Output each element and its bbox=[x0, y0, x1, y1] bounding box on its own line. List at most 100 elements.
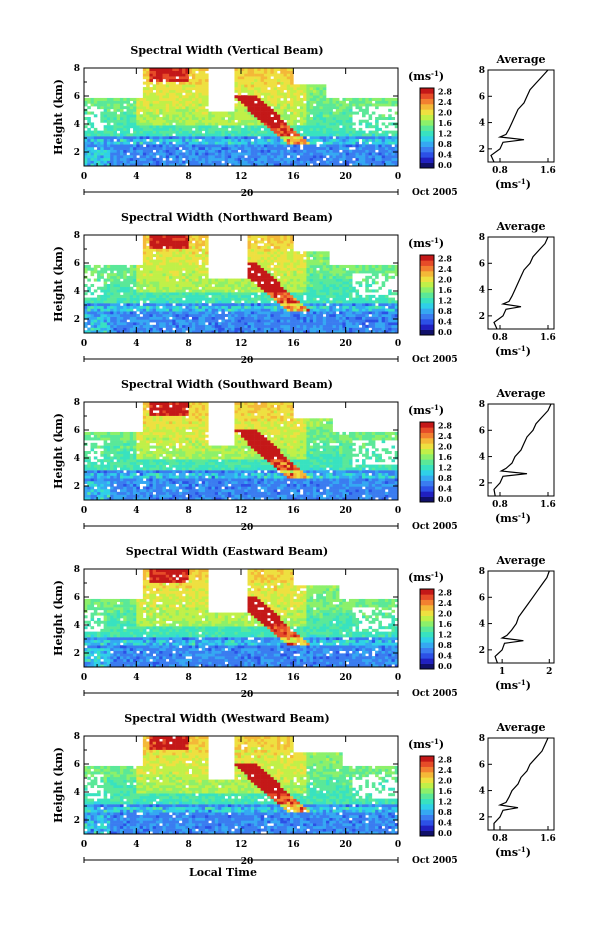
heatmap-cell bbox=[87, 146, 91, 150]
heatmap-cell bbox=[257, 286, 261, 290]
heatmap-cell bbox=[224, 300, 229, 304]
heatmap-cell bbox=[267, 322, 271, 326]
heatmap-cell bbox=[182, 262, 186, 266]
heatmap-cell bbox=[149, 270, 153, 274]
heatmap-cell bbox=[381, 155, 386, 159]
heatmap-cell bbox=[267, 157, 271, 161]
heatmap-cell bbox=[335, 157, 340, 161]
heatmap-cell bbox=[211, 138, 216, 142]
heatmap-cell bbox=[381, 160, 386, 164]
heatmap-cell bbox=[316, 106, 320, 110]
heatmap-cell bbox=[123, 275, 127, 279]
heatmap-cell bbox=[270, 127, 275, 131]
heatmap-cell bbox=[201, 284, 206, 288]
heatmap-cell bbox=[319, 303, 324, 307]
heatmap-cell bbox=[172, 68, 176, 72]
heatmap-cell bbox=[339, 138, 343, 142]
heatmap-cell bbox=[244, 297, 248, 301]
heatmap-cell bbox=[149, 78, 153, 82]
heatmap-cell bbox=[208, 316, 212, 320]
heatmap-cell bbox=[110, 284, 114, 288]
heatmap-cell bbox=[319, 155, 324, 159]
heatmap-cell bbox=[391, 163, 396, 167]
heatmap-cell bbox=[299, 149, 304, 153]
heatmap-cell bbox=[159, 125, 163, 129]
heatmap-cell bbox=[332, 281, 337, 285]
heatmap-cell bbox=[326, 322, 330, 326]
heatmap-cell bbox=[312, 163, 317, 167]
heatmap-cell bbox=[316, 281, 320, 285]
heatmap-cell bbox=[191, 111, 196, 115]
heatmap-cell bbox=[237, 313, 242, 317]
heatmap-cell bbox=[110, 152, 114, 156]
heatmap-cell bbox=[342, 289, 346, 293]
heatmap-cell bbox=[182, 316, 186, 320]
heatmap-cell bbox=[368, 114, 373, 118]
heatmap-cell bbox=[293, 275, 297, 279]
heatmap-cell bbox=[211, 324, 216, 328]
heatmap-cell bbox=[191, 311, 196, 315]
heatmap-cell bbox=[312, 300, 317, 304]
heatmap-cell bbox=[169, 73, 173, 77]
heatmap-cell bbox=[283, 84, 288, 88]
heatmap-cell bbox=[162, 138, 167, 142]
heatmap-cell bbox=[162, 286, 167, 290]
heatmap-cell bbox=[250, 155, 255, 159]
heatmap-cell bbox=[270, 111, 275, 115]
heatmap-cell bbox=[237, 97, 242, 101]
heatmap-cell bbox=[198, 273, 203, 277]
heatmap-cell bbox=[191, 292, 196, 296]
heatmap-cell bbox=[303, 289, 307, 293]
heatmap-cell bbox=[244, 330, 248, 334]
heatmap-cell bbox=[185, 294, 189, 298]
heatmap-cell bbox=[142, 316, 147, 320]
heatmap-cell bbox=[276, 243, 281, 247]
heatmap-cell bbox=[329, 319, 333, 323]
heatmap-cell bbox=[371, 111, 376, 115]
heatmap-cell bbox=[155, 254, 160, 258]
heatmap-cell bbox=[113, 275, 118, 279]
heatmap-cell bbox=[146, 278, 150, 282]
heatmap-cell bbox=[254, 149, 258, 153]
heatmap-cell bbox=[97, 305, 101, 309]
heatmap-cell bbox=[201, 273, 206, 277]
heatmap-cell bbox=[221, 152, 225, 156]
heatmap-cell bbox=[87, 322, 91, 326]
heatmap-cell bbox=[93, 138, 98, 142]
heatmap-cell bbox=[103, 305, 108, 309]
heatmap-cell bbox=[322, 300, 327, 304]
heatmap-cell bbox=[87, 297, 91, 301]
heatmap-cell bbox=[116, 117, 121, 121]
heatmap-cell bbox=[306, 313, 310, 317]
heatmap-cell bbox=[312, 97, 317, 101]
heatmap-cell bbox=[309, 281, 314, 285]
heatmap-cell bbox=[371, 149, 376, 153]
heatmap-cell bbox=[129, 305, 134, 309]
heatmap-cell bbox=[119, 133, 124, 137]
heatmap-cell bbox=[188, 308, 193, 312]
heatmap-cell bbox=[211, 163, 216, 167]
heatmap-cell bbox=[247, 300, 252, 304]
heatmap-cell bbox=[205, 273, 209, 277]
heatmap-cell bbox=[214, 300, 219, 304]
heatmap-cell bbox=[273, 243, 278, 247]
heatmap-cell bbox=[198, 297, 203, 301]
heatmap-cell bbox=[316, 316, 320, 320]
heatmap-cell bbox=[293, 327, 297, 331]
heatmap-cell bbox=[309, 259, 314, 263]
heatmap-cell bbox=[384, 157, 389, 161]
heatmap-cell bbox=[335, 289, 340, 293]
heatmap-cell bbox=[178, 149, 183, 153]
heatmap-cell bbox=[227, 122, 232, 126]
heatmap-cell bbox=[342, 281, 346, 285]
heatmap-cell bbox=[391, 100, 396, 104]
heatmap-cell bbox=[234, 324, 239, 328]
heatmap-cell bbox=[260, 108, 265, 112]
heatmap-cell bbox=[188, 278, 193, 282]
heatmap-cell bbox=[162, 125, 167, 129]
heatmap-cell bbox=[191, 300, 196, 304]
heatmap-cell bbox=[231, 117, 235, 121]
colorbar-tick-label: 2.0 bbox=[438, 107, 452, 117]
heatmap-cell bbox=[201, 119, 206, 123]
heatmap-cell bbox=[267, 76, 271, 80]
